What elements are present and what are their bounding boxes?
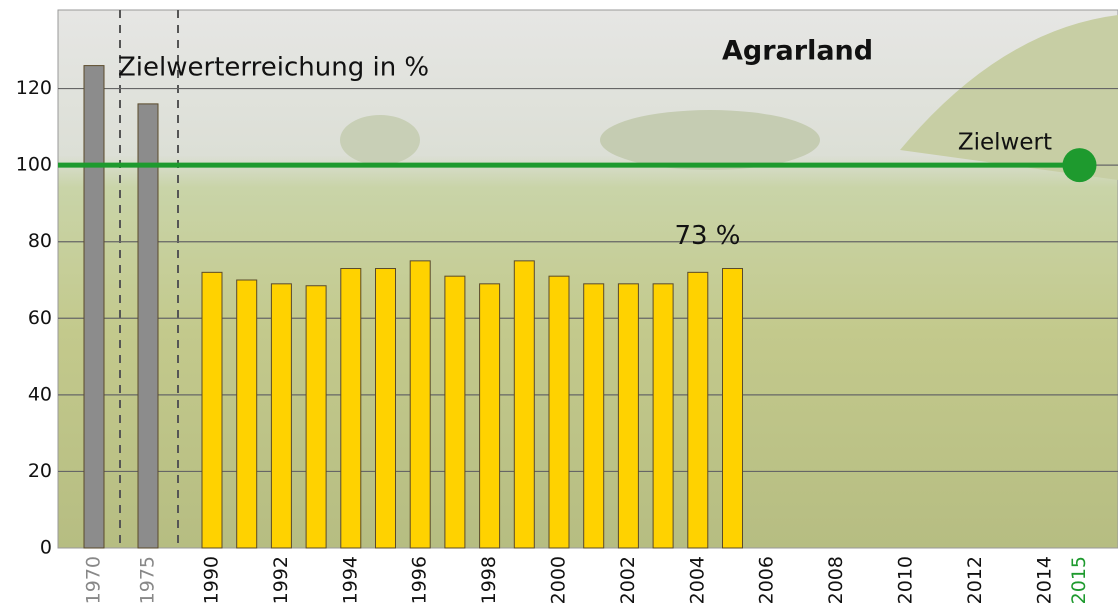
y-tick-label: 120 <box>16 77 52 99</box>
y-tick-label: 80 <box>28 230 52 252</box>
bar <box>687 271 709 549</box>
bar <box>236 279 258 549</box>
x-tick-label: 2010 <box>895 556 917 604</box>
x-tick-label: 1975 <box>137 556 159 604</box>
bar <box>583 283 605 549</box>
bar <box>340 268 362 549</box>
target-label: Zielwert <box>958 130 1052 156</box>
x-tick-label: 2014 <box>1033 556 1055 604</box>
tree <box>340 115 420 165</box>
bar <box>479 283 501 549</box>
y-tick-label: 40 <box>28 383 52 405</box>
bar <box>617 283 639 549</box>
x-tick-label: 2006 <box>756 556 778 604</box>
x-tick-label: 1994 <box>339 556 361 604</box>
x-tick-label: 1992 <box>270 556 292 604</box>
tree <box>600 110 820 170</box>
annotation: Zielwerterreichung in % <box>118 53 429 83</box>
x-tick-label: 2012 <box>964 556 986 604</box>
x-tick-label: 2015 <box>1068 556 1090 604</box>
x-tick-label: 1970 <box>83 556 105 604</box>
hill <box>900 15 1118 180</box>
bar <box>305 285 327 549</box>
bar <box>548 275 570 549</box>
bar <box>409 260 431 549</box>
bar <box>722 268 743 549</box>
x-tick-label: 2000 <box>548 556 570 604</box>
x-tick-label: 1998 <box>478 556 500 604</box>
y-tick-label: 20 <box>28 460 52 482</box>
bar <box>444 275 466 549</box>
x-tick-label: 2008 <box>825 556 847 604</box>
bar <box>137 103 159 549</box>
x-tick-label: 1996 <box>409 556 431 604</box>
bar <box>83 65 105 549</box>
bar <box>375 268 396 549</box>
target-marker <box>1062 148 1097 183</box>
x-tick-label: 2004 <box>686 556 708 604</box>
y-tick-label: 100 <box>16 154 52 176</box>
bar <box>270 283 292 549</box>
value-label: 73 % <box>674 221 740 251</box>
bar <box>513 260 535 549</box>
chart-title: Agrarland <box>722 36 873 67</box>
x-tick-label: 2002 <box>617 556 639 604</box>
bar <box>201 271 223 549</box>
bar <box>652 283 674 549</box>
y-tick-label: 60 <box>28 307 52 329</box>
y-tick-label: 0 <box>40 537 52 559</box>
x-tick-label: 1990 <box>201 556 223 604</box>
